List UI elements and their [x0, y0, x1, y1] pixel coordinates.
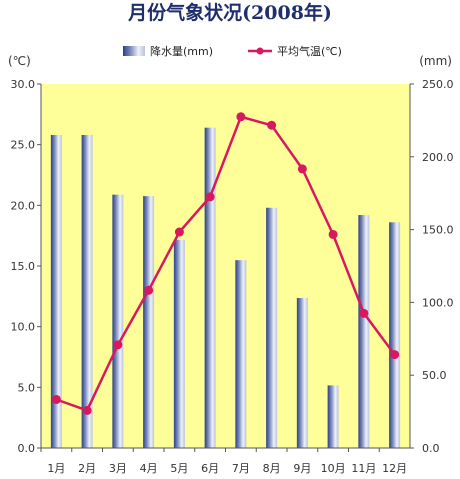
temperature-point — [359, 308, 369, 318]
left-tick-label: 20.0 — [11, 199, 36, 212]
legend-label-rainfall: 降水量(mm) — [150, 44, 213, 58]
rainfall-bar — [235, 260, 247, 448]
legend-bar-swatch — [123, 46, 145, 56]
x-tick-label: 11月 — [351, 462, 376, 475]
right-tick-label: 100.0 — [422, 296, 454, 309]
x-tick-label: 10月 — [321, 462, 346, 475]
temperature-point — [144, 285, 154, 295]
left-axis: 0.0 5.0 10.0 15.0 20.0 25.0 30.0 — [11, 78, 41, 455]
x-tick-label: 8月 — [263, 462, 281, 475]
temperature-point — [328, 229, 338, 239]
temperature-point — [174, 227, 184, 237]
temperature-point — [51, 394, 61, 404]
axis-lines — [40, 84, 411, 449]
left-tick-label: 0.0 — [18, 442, 36, 455]
rainfall-bar — [81, 134, 93, 448]
left-tick-label: 15.0 — [11, 260, 36, 273]
rainfall-bar — [204, 127, 216, 449]
rainfall-bar — [50, 134, 62, 448]
rainfall-bar — [112, 194, 124, 448]
x-tick-label: 12月 — [382, 462, 407, 475]
right-axis: 0.0 50.0 100.0 150.0 200.0 250.0 — [410, 78, 454, 455]
plot-area — [41, 84, 410, 448]
rainfall-bar — [296, 298, 308, 448]
left-axis-unit: (℃) — [8, 54, 31, 68]
legend: 降水量(mm) 平均气温(℃) — [123, 44, 342, 58]
x-tick-label: 6月 — [201, 462, 219, 475]
temperature-point — [82, 405, 92, 415]
left-tick-label: 10.0 — [11, 321, 36, 334]
right-tick-label: 50.0 — [422, 369, 447, 382]
x-tick-label: 4月 — [140, 462, 158, 475]
left-tick-label: 30.0 — [11, 78, 36, 91]
left-tick-label: 25.0 — [11, 139, 36, 152]
x-tick-label: 7月 — [232, 462, 250, 475]
right-tick-label: 200.0 — [422, 151, 454, 164]
rainfall-bar — [266, 207, 278, 448]
x-tick-label: 1月 — [47, 462, 65, 475]
temperature-points — [51, 112, 400, 415]
left-tick-label: 5.0 — [18, 381, 36, 394]
temperature-point — [113, 340, 123, 350]
x-tick-label: 2月 — [78, 462, 96, 475]
rainfall-bar — [327, 385, 339, 448]
temperature-line — [55, 115, 396, 412]
temperature-point — [267, 120, 277, 130]
rainfall-bar — [358, 215, 370, 448]
rainfall-bars — [50, 127, 401, 449]
right-tick-label: 250.0 — [422, 78, 454, 91]
x-tick-label: 9月 — [293, 462, 311, 475]
legend-label-temperature: 平均气温(℃) — [277, 44, 342, 58]
x-tick-label: 3月 — [109, 462, 127, 475]
x-tick-label: 5月 — [170, 462, 188, 475]
temperature-point — [205, 192, 215, 202]
chart-title: 月份气象状况(2008年) — [127, 1, 332, 24]
rainfall-bar — [389, 222, 401, 448]
temperature-point — [297, 164, 307, 174]
x-axis: 1月 2月 3月 4月 5月 6月 7月 8月 9月 10月 11月 12月 — [40, 448, 407, 475]
rainfall-bar — [173, 239, 185, 448]
rainfall-bar — [143, 196, 155, 448]
legend-line-marker — [256, 47, 264, 55]
right-tick-label: 150.0 — [422, 224, 454, 237]
temperature-point — [390, 350, 400, 360]
temperature-point — [236, 112, 246, 122]
right-axis-unit: (mm) — [419, 54, 452, 68]
right-tick-label: 0.0 — [422, 442, 440, 455]
